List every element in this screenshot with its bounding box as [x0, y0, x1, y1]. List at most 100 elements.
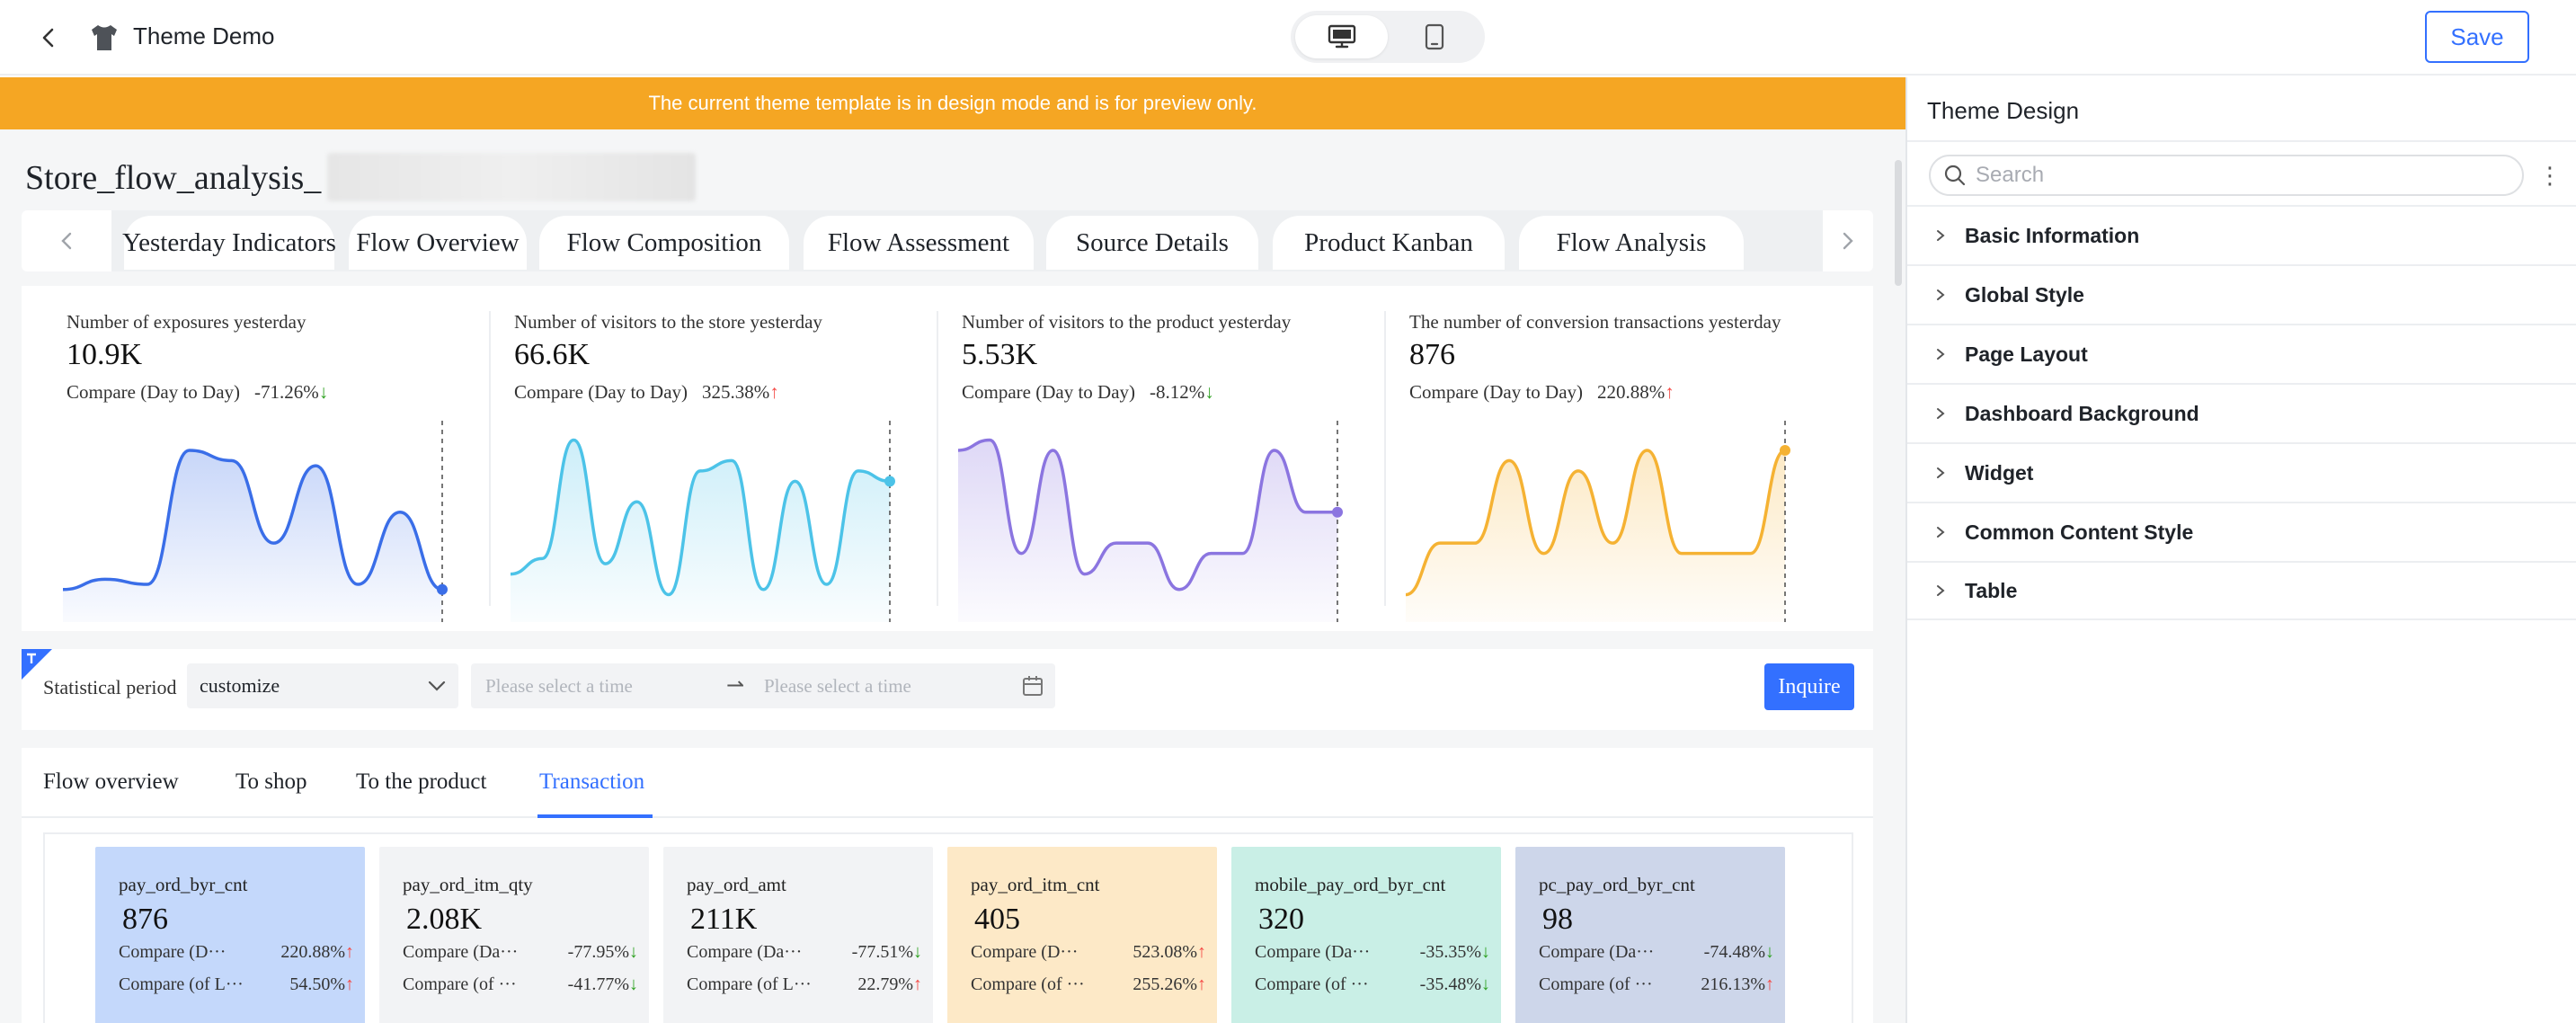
dashboard-title: Store_flow_analysis_ — [25, 159, 322, 197]
chevron-right-icon — [1843, 232, 1853, 250]
trend-down-icon: ↓ — [629, 942, 638, 962]
tab-flow-composition[interactable]: Flow Composition — [539, 216, 789, 270]
trend-down-icon: ↓ — [318, 381, 329, 403]
metric-name: pay_ord_itm_qty — [403, 874, 533, 895]
sparkline-line — [62, 449, 443, 592]
metric-card[interactable]: pay_ord_amt 211K Compare (Da··· -77.51% ↓ Com… — [663, 847, 933, 1023]
kpi-card: The number of conversion transactions ye… — [1364, 286, 1812, 631]
kpi-value: 5.53K — [962, 338, 1038, 371]
search-input[interactable] — [1976, 163, 2479, 188]
trend-up-icon: ↑ — [769, 381, 779, 403]
device-toggle — [1291, 11, 1485, 63]
metric-compare-label: Compare (of L··· — [687, 974, 812, 994]
metric-compare-label: Compare (of ··· — [403, 974, 517, 994]
sparkline-line — [957, 438, 1337, 592]
settings-list: Basic Information Global Style Page Layo… — [1907, 205, 2576, 620]
metric-card[interactable]: mobile_pay_ord_byr_cnt 320 Compare (Da··· -… — [1231, 847, 1501, 1023]
statistical-period-label: Statistical period — [43, 676, 177, 698]
setting-basic-information[interactable]: Basic Information — [1907, 205, 2576, 264]
back-icon[interactable] — [31, 20, 67, 56]
kpi-card: Number of exposures yesterday 10.9K Comp… — [22, 286, 469, 631]
trend-down-icon: ↓ — [913, 942, 922, 962]
tabs-next-button[interactable] — [1823, 210, 1873, 271]
divider — [1384, 311, 1386, 606]
metric-compare-label: Compare (Da··· — [687, 942, 803, 962]
metric-compare-row: Compare (D··· 220.88% ↑ — [119, 942, 354, 963]
tab-flow-assessment[interactable]: Flow Assessment — [804, 216, 1034, 270]
metric-card[interactable]: pay_ord_itm_qty 2.08K Compare (Da··· -77.95… — [379, 847, 649, 1023]
trend-up-icon: ↑ — [345, 942, 354, 962]
metric-value: 405 — [974, 903, 1020, 936]
divider — [489, 311, 491, 606]
tab-yesterday-indicators[interactable]: Yesterday Indicators — [122, 216, 336, 270]
setting-page-layout[interactable]: Page Layout — [1907, 324, 2576, 383]
inquire-button[interactable]: Inquire — [1764, 663, 1854, 710]
metric-name: mobile_pay_ord_byr_cnt — [1255, 874, 1446, 895]
sparkline-last-point — [1332, 506, 1343, 518]
preview-scrollbar[interactable] — [1895, 160, 1902, 286]
metrics-grid: pay_ord_byr_cnt 876 Compare (D··· 220.88% ↑ C… — [43, 832, 1853, 1023]
setting-widget[interactable]: Widget — [1907, 442, 2576, 502]
search-icon — [1944, 165, 1966, 186]
metric-compare-label: Compare (D··· — [971, 942, 1079, 962]
subtab-to-the-product[interactable]: To the product — [356, 769, 487, 794]
desktop-view-button[interactable] — [1295, 15, 1388, 58]
kpi-compare: Compare (Day to Day) -71.26%↓ — [67, 381, 328, 404]
subtab-to-shop[interactable]: To shop — [235, 769, 307, 794]
subtab-flow-overview[interactable]: Flow overview — [43, 769, 179, 794]
divider — [1907, 140, 2576, 142]
tabs-track: Yesterday Indicators Flow Overview Flow … — [111, 210, 1823, 271]
transaction-panel: Flow overview To shop To the product Tra… — [22, 748, 1873, 1023]
setting-dashboard-background[interactable]: Dashboard Background — [1907, 383, 2576, 442]
kpi-label: Number of visitors to the product yester… — [962, 311, 1292, 333]
metric-card[interactable]: pay_ord_itm_cnt 405 Compare (D··· 523.08% ↑ C… — [947, 847, 1217, 1023]
metric-compare-value: 220.88% — [280, 942, 345, 962]
metric-compare-value: 523.08% — [1133, 942, 1197, 962]
tabs-prev-button[interactable] — [22, 210, 111, 271]
metric-compare-row: Compare (Da··· -74.48% ↓ — [1539, 942, 1774, 963]
metric-compare-value: -41.77% — [567, 974, 629, 994]
metric-compare-row: Compare (Da··· -77.95% ↓ — [403, 942, 638, 963]
period-select[interactable]: customize — [187, 663, 458, 708]
kpi-compare: Compare (Day to Day) 220.88%↑ — [1409, 381, 1674, 404]
mobile-view-button[interactable] — [1388, 15, 1480, 58]
desktop-icon — [1328, 24, 1355, 49]
tab-flow-analysis[interactable]: Flow Analysis — [1519, 216, 1744, 270]
metric-compare-label: Compare (Da··· — [1539, 942, 1655, 962]
setting-common-content-style[interactable]: Common Content Style — [1907, 502, 2576, 561]
filter-bar: Statistical period customize Please sele… — [22, 649, 1873, 730]
search-box — [1929, 155, 2524, 196]
subtab-transaction[interactable]: Transaction — [539, 769, 645, 794]
more-options-icon[interactable]: ⋮ — [2538, 161, 2562, 189]
date-range-picker[interactable]: Please select a time ⇀ Please select a t… — [471, 663, 1055, 708]
metric-compare-row: Compare (D··· 523.08% ↑ — [971, 942, 1206, 963]
theme-design-panel: Theme Design ⋮ Basic Information Global … — [1905, 77, 2576, 1023]
kpi-value: 66.6K — [514, 338, 591, 371]
chevron-right-icon — [1937, 585, 1945, 596]
save-button[interactable]: Save — [2425, 11, 2529, 63]
start-date-input[interactable]: Please select a time — [485, 675, 633, 697]
trend-up-icon: ↑ — [913, 974, 922, 994]
setting-global-style[interactable]: Global Style — [1907, 264, 2576, 324]
trend-up-icon: ↑ — [1765, 974, 1774, 994]
setting-table[interactable]: Table — [1907, 561, 2576, 620]
design-mode-banner: The current theme template is in design … — [0, 77, 1905, 129]
subtabs: Flow overview To shop To the product Tra… — [22, 748, 1873, 818]
tab-product-kanban[interactable]: Product Kanban — [1273, 216, 1505, 270]
trend-up-icon: ↑ — [345, 974, 354, 994]
tab-source-details[interactable]: Source Details — [1046, 216, 1258, 270]
metric-value: 98 — [1542, 903, 1573, 936]
kpi-compare-label: Compare (Day to Day) — [1409, 381, 1584, 403]
metric-compare-value: 54.50% — [289, 974, 345, 994]
end-date-input[interactable]: Please select a time — [764, 675, 911, 697]
kpi-compare-value: 325.38% — [702, 381, 770, 403]
metric-card[interactable]: pc_pay_ord_byr_cnt 98 Compare (Da··· -74.48… — [1515, 847, 1785, 1023]
metric-compare-value: -77.95% — [567, 942, 629, 962]
sparkline-area — [1406, 449, 1785, 622]
chevron-right-icon — [1937, 467, 1945, 478]
setting-label: Table — [1965, 578, 2018, 602]
metric-card[interactable]: pay_ord_byr_cnt 876 Compare (D··· 220.88% ↑ C… — [95, 847, 365, 1023]
tab-flow-overview[interactable]: Flow Overview — [349, 216, 527, 270]
kpi-compare-value: -71.26% — [254, 381, 319, 403]
trend-down-icon: ↓ — [1765, 942, 1774, 962]
